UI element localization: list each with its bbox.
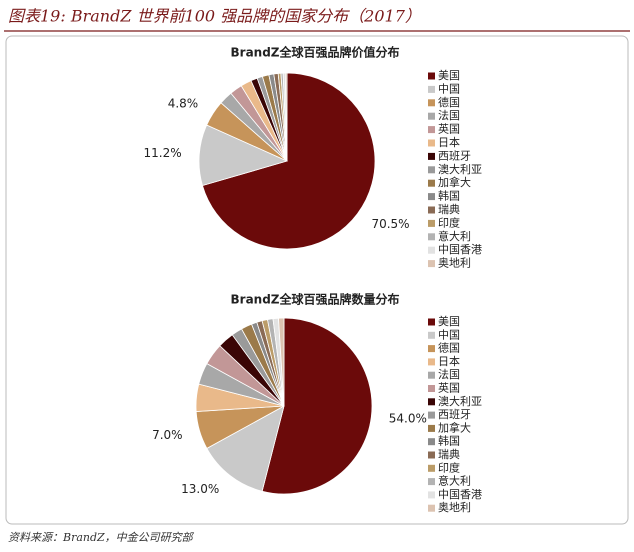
legend-label: 美国 bbox=[438, 69, 460, 82]
legend-swatch bbox=[428, 438, 435, 446]
legend-label: 瑞典 bbox=[438, 447, 460, 461]
legend-label: 瑞典 bbox=[438, 202, 460, 216]
pie-slice bbox=[201, 72, 376, 250]
legend-label: 中国 bbox=[438, 328, 460, 341]
legend-swatch bbox=[428, 85, 435, 93]
legend-label: 英国 bbox=[438, 381, 460, 395]
legend-label: 加拿大 bbox=[438, 420, 471, 434]
data-label: 4.8% bbox=[168, 96, 199, 110]
legend-swatch bbox=[428, 424, 435, 432]
chart-title: BrandZ全球百强品牌数量分布 bbox=[231, 292, 400, 307]
pie-slice bbox=[278, 317, 285, 407]
legend-swatch bbox=[428, 371, 435, 379]
legend-label: 印度 bbox=[438, 460, 460, 474]
legend-label: 澳大利亚 bbox=[438, 394, 482, 408]
legend-swatch bbox=[428, 233, 435, 241]
legend-label: 德国 bbox=[438, 95, 460, 109]
legend-label: 意大利 bbox=[438, 229, 471, 243]
data-label: 70.5% bbox=[371, 217, 409, 231]
legend-swatch bbox=[428, 411, 435, 419]
legend-label: 韩国 bbox=[438, 434, 460, 448]
legend-label: 奥地利 bbox=[438, 256, 471, 270]
legend-label: 日本 bbox=[438, 135, 460, 149]
legend-label: 法国 bbox=[438, 367, 460, 381]
legend-label: 英国 bbox=[438, 122, 460, 136]
legend-label: 意大利 bbox=[438, 474, 471, 488]
pie-slice bbox=[206, 405, 285, 492]
legend-label: 加拿大 bbox=[438, 175, 471, 189]
legend-swatch bbox=[428, 478, 435, 486]
pie-slice bbox=[284, 72, 288, 162]
data-label: 13.0% bbox=[181, 482, 219, 496]
legend-label: 韩国 bbox=[438, 189, 460, 203]
legend-swatch bbox=[428, 451, 435, 459]
legend-label: 中国香港 bbox=[438, 243, 482, 256]
legend-swatch bbox=[428, 166, 435, 174]
legend-label: 中国 bbox=[438, 82, 460, 95]
legend-label: 西班牙 bbox=[438, 149, 471, 162]
legend-swatch bbox=[428, 385, 435, 392]
legend-swatch bbox=[428, 358, 435, 366]
legend-label: 德国 bbox=[438, 341, 460, 355]
legend-swatch bbox=[428, 219, 435, 227]
legend-label: 奥地利 bbox=[438, 500, 471, 514]
legend-swatch bbox=[428, 99, 435, 107]
legend-label: 法国 bbox=[438, 108, 460, 122]
data-label: 54.0% bbox=[389, 412, 427, 426]
legend-swatch bbox=[428, 112, 435, 120]
legend-swatch bbox=[428, 193, 435, 201]
legend-label: 澳大利亚 bbox=[438, 162, 482, 176]
legend-swatch bbox=[428, 139, 435, 147]
legend-swatch bbox=[428, 464, 435, 472]
legend-label: 日本 bbox=[438, 354, 460, 368]
legend-swatch bbox=[428, 504, 435, 512]
data-label: 7.0% bbox=[152, 428, 183, 442]
chart-title: BrandZ全球百强品牌价值分布 bbox=[231, 45, 400, 60]
legend-swatch bbox=[428, 152, 435, 160]
legend-swatch bbox=[428, 331, 435, 339]
legend-swatch bbox=[428, 398, 435, 406]
legend-swatch bbox=[428, 246, 435, 254]
legend-swatch bbox=[428, 179, 435, 187]
legend-label: 西班牙 bbox=[438, 408, 471, 421]
legend-swatch bbox=[428, 126, 435, 134]
data-label: 11.2% bbox=[144, 146, 182, 160]
legend-swatch bbox=[428, 345, 435, 353]
legend-swatch bbox=[428, 206, 435, 214]
figure-title: 图表19: BrandZ 世界前100 强品牌的国家分布（2017） bbox=[8, 7, 421, 26]
legend-swatch bbox=[428, 260, 435, 268]
chart-frame bbox=[5, 35, 629, 525]
legend-swatch bbox=[428, 318, 435, 326]
legend-swatch bbox=[428, 491, 435, 499]
legend-swatch bbox=[428, 72, 435, 80]
legend-label: 中国香港 bbox=[438, 488, 482, 501]
legend-label: 美国 bbox=[438, 315, 460, 328]
source-note: 资料来源：BrandZ，中金公司研究部 bbox=[8, 531, 195, 544]
legend-label: 印度 bbox=[438, 215, 460, 229]
pie-slice bbox=[261, 317, 373, 495]
